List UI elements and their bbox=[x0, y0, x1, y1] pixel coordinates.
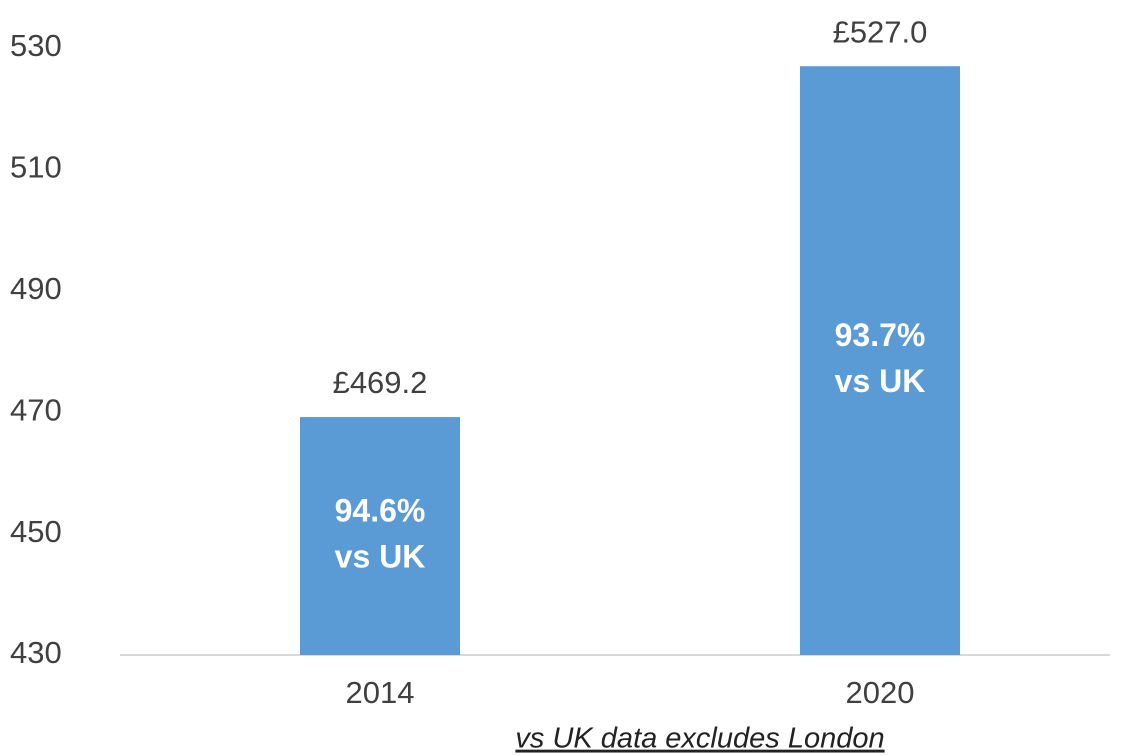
y-tick-label: 510 bbox=[10, 150, 62, 185]
y-tick-label: 450 bbox=[10, 514, 62, 549]
y-tick-label: 430 bbox=[10, 635, 62, 670]
bar-annotation: vs UK bbox=[835, 363, 926, 399]
value-label: £469.2 bbox=[333, 365, 428, 400]
bar bbox=[300, 417, 460, 655]
bar-annotation: 93.7% bbox=[835, 317, 926, 353]
y-tick-label: 530 bbox=[10, 28, 62, 63]
x-tick-label: 2020 bbox=[846, 675, 915, 710]
bar-annotation: vs UK bbox=[335, 538, 426, 574]
y-tick-label: 470 bbox=[10, 392, 62, 427]
bar bbox=[800, 66, 960, 655]
bar-annotation: 94.6% bbox=[335, 492, 426, 528]
footnote: vs UK data excludes London bbox=[515, 723, 884, 755]
x-tick-label: 2014 bbox=[346, 675, 415, 710]
y-tick-label: 490 bbox=[10, 271, 62, 306]
value-label: £527.0 bbox=[833, 14, 928, 49]
